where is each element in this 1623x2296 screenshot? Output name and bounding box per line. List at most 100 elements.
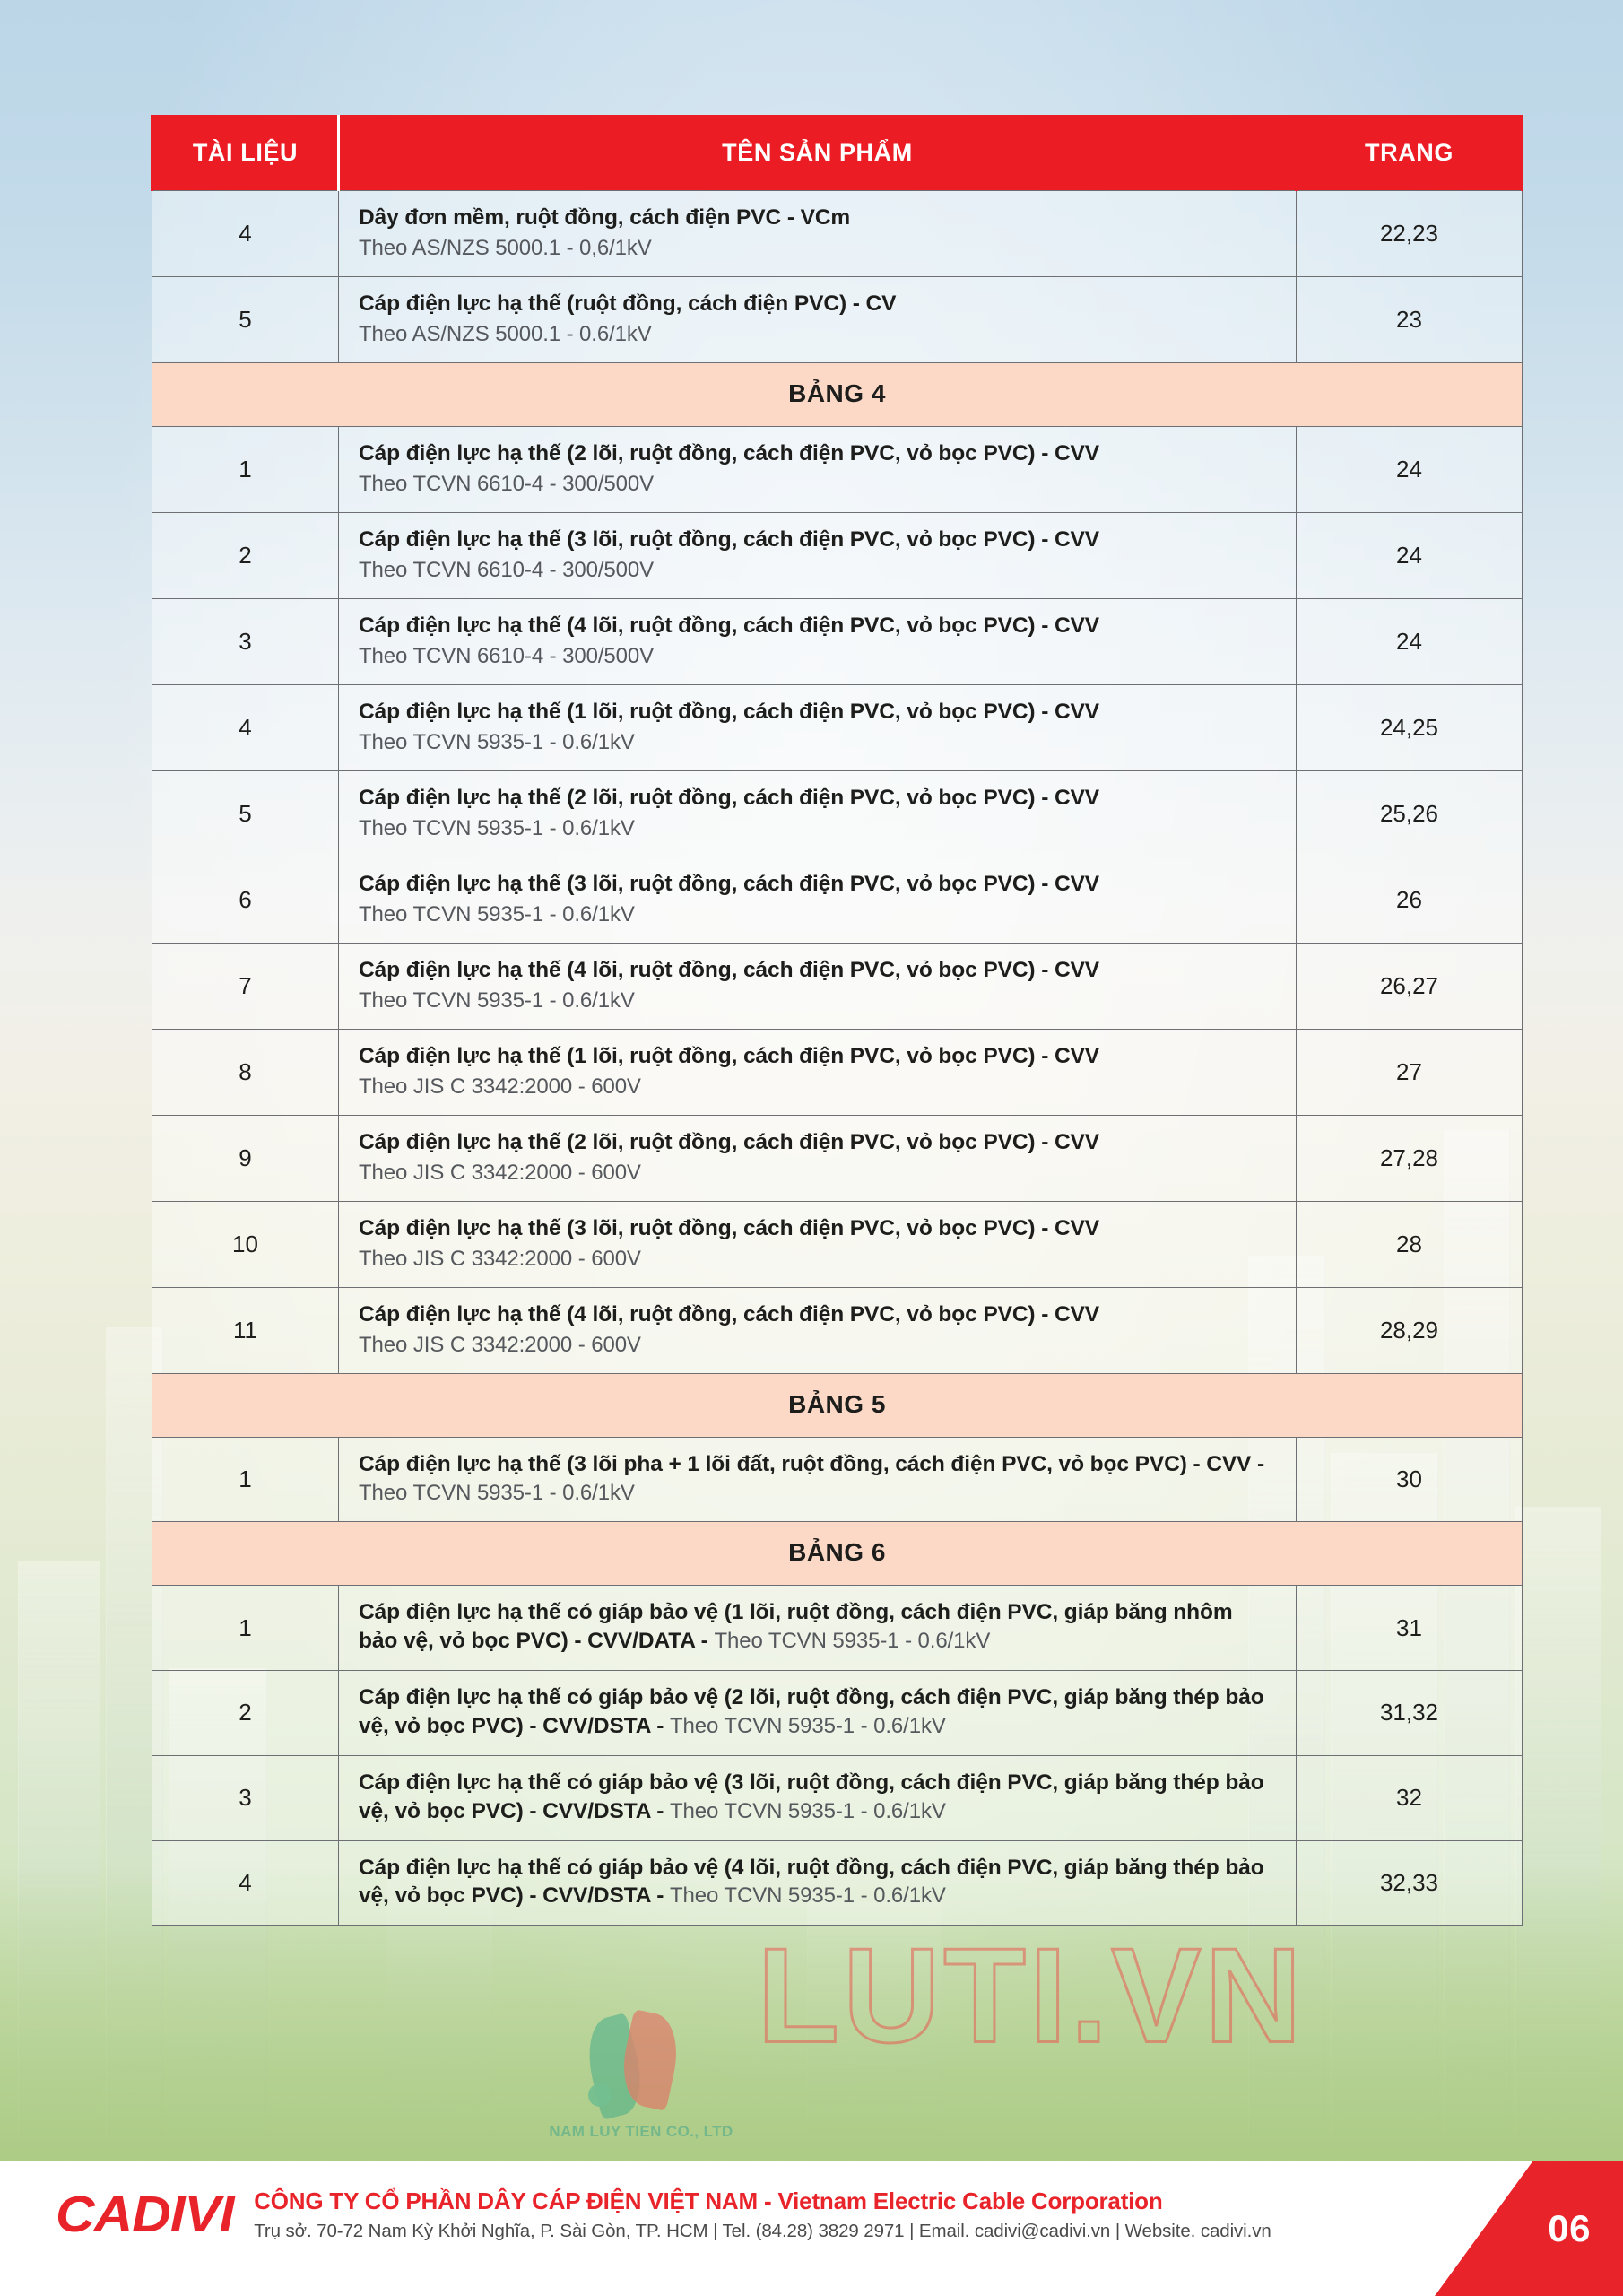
cell-page-number: 24 <box>1296 512 1523 600</box>
product-standard-text: Theo TCVN 6610-4 - 300/500V <box>359 643 655 668</box>
cell-page-number: 22,23 <box>1296 189 1523 278</box>
product-name-text: Cáp điện lực hạ thế (ruột đồng, cách điệ… <box>359 291 897 317</box>
cell-product-name: Cáp điện lực hạ thế (4 lõi, ruột đồng, c… <box>338 943 1297 1031</box>
cadivi-logo: CADIVI <box>56 2186 234 2243</box>
table-section-header-row: BẢNG 6 <box>152 1521 1523 1587</box>
product-standard-text: Theo TCVN 5935-1 - 0.6/1kV <box>669 1713 946 1738</box>
product-standard-text: Theo TCVN 5935-1 - 0.6/1kV <box>359 988 635 1013</box>
product-name-text: Cáp điện lực hạ thế (4 lõi, ruột đồng, c… <box>359 1302 1100 1327</box>
product-standard-text: Theo TCVN 5935-1 - 0.6/1kV <box>714 1629 991 1654</box>
product-name-text: Cáp điện lực hạ thế (2 lõi, ruột đồng, c… <box>359 441 1100 466</box>
cell-product-name: Cáp điện lực hạ thế (4 lõi, ruột đồng, c… <box>338 1287 1297 1375</box>
product-name-text: Cáp điện lực hạ thế (2 lõi, ruột đồng, c… <box>359 1130 1100 1155</box>
product-name-text: Cáp điện lực hạ thế (3 lõi pha + 1 lõi đ… <box>359 1452 1265 1477</box>
cell-document-number: 1 <box>152 1437 339 1523</box>
product-standard-text: Theo TCVN 5935-1 - 0.6/1kV <box>359 730 635 754</box>
product-standard-text: Theo TCVN 5935-1 - 0.6/1kV <box>359 902 635 927</box>
product-standard-text: Theo AS/NZS 5000.1 - 0.6/1kV <box>359 321 652 346</box>
table-row: 9 Cáp điện lực hạ thế (2 lõi, ruột đồng, … <box>152 1115 1523 1203</box>
page-number-chip <box>1435 2161 1623 2296</box>
table-row: 10 Cáp điện lực hạ thế (3 lõi, ruột đồng,… <box>152 1201 1523 1289</box>
product-name-text: Cáp điện lực hạ thế (3 lõi, ruột đồng, c… <box>359 872 1100 897</box>
product-name-text: Cáp điện lực hạ thế (3 lõi, ruột đồng, c… <box>359 1216 1100 1241</box>
table-row: 3 Cáp điện lực hạ thế có giáp bảo vệ (3 l… <box>152 1754 1523 1841</box>
product-standard-text: Theo JIS C 3342:2000 - 600V <box>359 1333 641 1358</box>
cell-product-name: Cáp điện lực hạ thế (2 lõi, ruột đồng, c… <box>338 426 1297 514</box>
cell-product-name: Cáp điện lực hạ thế (2 lõi, ruột đồng, c… <box>338 770 1297 858</box>
company-name: CÔNG TY CỔ PHẦN DÂY CÁP ĐIỆN VIỆT NAM - … <box>254 2187 1271 2215</box>
product-standard-text: Theo AS/NZS 5000.1 - 0,6/1kV <box>359 235 652 260</box>
cell-page-number: 23 <box>1296 276 1523 364</box>
table-row: 5 Cáp điện lực hạ thế (2 lõi, ruột đồng, … <box>152 770 1523 858</box>
cell-product-name: Cáp điện lực hạ thế có giáp bảo vệ (2 lõ… <box>338 1670 1297 1756</box>
cell-product-name: Cáp điện lực hạ thế (3 lõi, ruột đồng, c… <box>338 1201 1297 1289</box>
cell-page-number: 27,28 <box>1296 1115 1523 1203</box>
product-name-text: Cáp điện lực hạ thế (1 lõi, ruột đồng, c… <box>359 1044 1100 1069</box>
cell-document-number: 11 <box>152 1287 339 1375</box>
namluytien-logo-icon <box>538 2009 744 2121</box>
product-name-text: Cáp điện lực hạ thế (4 lõi, ruột đồng, c… <box>359 613 1100 639</box>
cell-document-number: 4 <box>152 189 339 278</box>
cell-page-number: 28,29 <box>1296 1287 1523 1375</box>
column-header-document: TÀI LIỆU <box>151 115 340 191</box>
cell-document-number: 1 <box>152 426 339 514</box>
cell-page-number: 26 <box>1296 857 1523 944</box>
cell-product-name: Cáp điện lực hạ thế (3 lõi pha + 1 lõi đ… <box>338 1437 1297 1523</box>
product-standard-text: Theo JIS C 3342:2000 - 600V <box>359 1247 641 1272</box>
table-row: 1 Cáp điện lực hạ thế (3 lõi pha + 1 lõi … <box>152 1437 1523 1523</box>
product-index-table: TÀI LIỆU TÊN SẢN PHẨM TRANG 4 Dây đơn mềm… <box>151 115 1523 1926</box>
namluytien-watermark-label: NAM LUY TIEN CO., LTD <box>549 2123 733 2140</box>
cell-document-number: 9 <box>152 1115 339 1203</box>
cell-document-number: 7 <box>152 943 339 1031</box>
table-row: 6 Cáp điện lực hạ thế (3 lõi, ruột đồng, … <box>152 857 1523 944</box>
cell-document-number: 2 <box>152 512 339 600</box>
cell-product-name: Cáp điện lực hạ thế (2 lõi, ruột đồng, c… <box>338 1115 1297 1203</box>
cell-product-name: Cáp điện lực hạ thế có giáp bảo vệ (4 lõ… <box>338 1839 1297 1926</box>
table-row: 8 Cáp điện lực hạ thế (1 lõi, ruột đồng, … <box>152 1029 1523 1117</box>
column-header-page: TRANG <box>1295 115 1523 191</box>
cell-page-number: 25,26 <box>1296 770 1523 858</box>
cell-document-number: 3 <box>152 1754 339 1841</box>
table-row: 4 Dây đơn mềm, ruột đồng, cách điện PVC -… <box>152 189 1523 278</box>
table-row: 4 Cáp điện lực hạ thế có giáp bảo vệ (4 l… <box>152 1839 1523 1926</box>
company-name-vi: CÔNG TY CỔ PHẦN DÂY CÁP ĐIỆN VIỆT NAM - <box>254 2187 778 2214</box>
product-standard-text: Theo TCVN 5935-1 - 0.6/1kV <box>669 1798 946 1823</box>
product-standard-text: Theo TCVN 6610-4 - 300/500V <box>359 471 655 496</box>
product-name-text: Cáp điện lực hạ thế (4 lõi, ruột đồng, c… <box>359 958 1100 983</box>
luti-watermark: LUTI.VN <box>756 1918 1306 2072</box>
cell-document-number: 6 <box>152 857 339 944</box>
product-standard-text: Theo TCVN 5935-1 - 0.6/1kV <box>359 1481 635 1506</box>
cell-document-number: 5 <box>152 276 339 364</box>
cell-page-number: 24 <box>1296 598 1523 686</box>
product-name-text: Cáp điện lực hạ thế (1 lõi, ruột đồng, c… <box>359 700 1100 725</box>
product-standard-text: Theo TCVN 6610-4 - 300/500V <box>359 557 655 582</box>
cell-document-number: 10 <box>152 1201 339 1289</box>
cell-product-name: Cáp điện lực hạ thế có giáp bảo vệ (1 lõ… <box>338 1585 1297 1672</box>
footer-content: CADIVI CÔNG TY CỔ PHẦN DÂY CÁP ĐIỆN VIỆT… <box>56 2185 1271 2244</box>
product-standard-text: Theo TCVN 5935-1 - 0.6/1kV <box>359 816 635 841</box>
page-number: 06 <box>1548 2207 1591 2249</box>
cell-page-number: 32,33 <box>1296 1839 1523 1926</box>
product-name-text: Cáp điện lực hạ thế (3 lõi, ruột đồng, c… <box>359 527 1100 552</box>
namluytien-watermark: NAM LUY TIEN CO., LTD <box>538 2009 744 2141</box>
table-row: 1 Cáp điện lực hạ thế (2 lõi, ruột đồng, … <box>152 426 1523 514</box>
product-name-text: Cáp điện lực hạ thế có giáp bảo vệ (2 lõ… <box>359 1685 1264 1738</box>
table-row: 7 Cáp điện lực hạ thế (4 lõi, ruột đồng, … <box>152 943 1523 1031</box>
table-section-label: BẢNG 6 <box>152 1521 1523 1587</box>
table-section-header-row: BẢNG 5 <box>152 1373 1523 1439</box>
cell-document-number: 3 <box>152 598 339 686</box>
table-section-label: BẢNG 5 <box>152 1373 1523 1439</box>
table-row: 2 Cáp điện lực hạ thế (3 lõi, ruột đồng, … <box>152 512 1523 600</box>
cell-product-name: Cáp điện lực hạ thế (ruột đồng, cách điệ… <box>338 276 1297 364</box>
cell-page-number: 27 <box>1296 1029 1523 1117</box>
cell-product-name: Cáp điện lực hạ thế (1 lõi, ruột đồng, c… <box>338 1029 1297 1117</box>
cell-document-number: 1 <box>152 1585 339 1672</box>
table-row: 11 Cáp điện lực hạ thế (4 lõi, ruột đồng,… <box>152 1287 1523 1375</box>
cell-document-number: 4 <box>152 1839 339 1926</box>
column-header-product-name: TÊN SẢN PHẨM <box>337 115 1298 191</box>
cell-page-number: 31 <box>1296 1585 1523 1672</box>
cell-page-number: 31,32 <box>1296 1670 1523 1756</box>
cell-page-number: 28 <box>1296 1201 1523 1289</box>
table-row: 1 Cáp điện lực hạ thế có giáp bảo vệ (1 l… <box>152 1585 1523 1672</box>
product-name-text: Dây đơn mềm, ruột đồng, cách điện PVC - … <box>359 205 851 230</box>
